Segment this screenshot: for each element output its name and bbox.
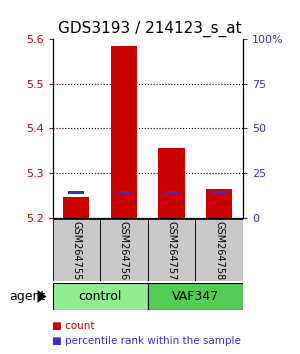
Text: GSM264758: GSM264758 bbox=[214, 221, 224, 280]
Text: ■ percentile rank within the sample: ■ percentile rank within the sample bbox=[52, 336, 242, 346]
Text: agent: agent bbox=[9, 290, 45, 303]
Text: ■ count: ■ count bbox=[52, 321, 95, 331]
Text: GSM264756: GSM264756 bbox=[119, 221, 129, 280]
Bar bbox=[63, 197, 89, 218]
Text: GDS3193 / 214123_s_at: GDS3193 / 214123_s_at bbox=[58, 21, 242, 37]
Bar bbox=[206, 189, 232, 218]
Bar bbox=[195, 219, 243, 281]
Text: control: control bbox=[78, 290, 122, 303]
Bar bbox=[100, 219, 148, 281]
Bar bbox=[158, 148, 185, 218]
Bar bbox=[164, 191, 179, 194]
Bar bbox=[148, 219, 195, 281]
Bar bbox=[52, 283, 148, 310]
Bar bbox=[211, 191, 227, 194]
Text: VAF347: VAF347 bbox=[172, 290, 219, 303]
Bar bbox=[148, 283, 243, 310]
Text: GSM264757: GSM264757 bbox=[167, 221, 177, 280]
Bar bbox=[116, 191, 132, 194]
Bar bbox=[68, 191, 84, 194]
Text: GSM264755: GSM264755 bbox=[71, 221, 81, 280]
Bar bbox=[111, 46, 137, 218]
Bar bbox=[52, 219, 100, 281]
